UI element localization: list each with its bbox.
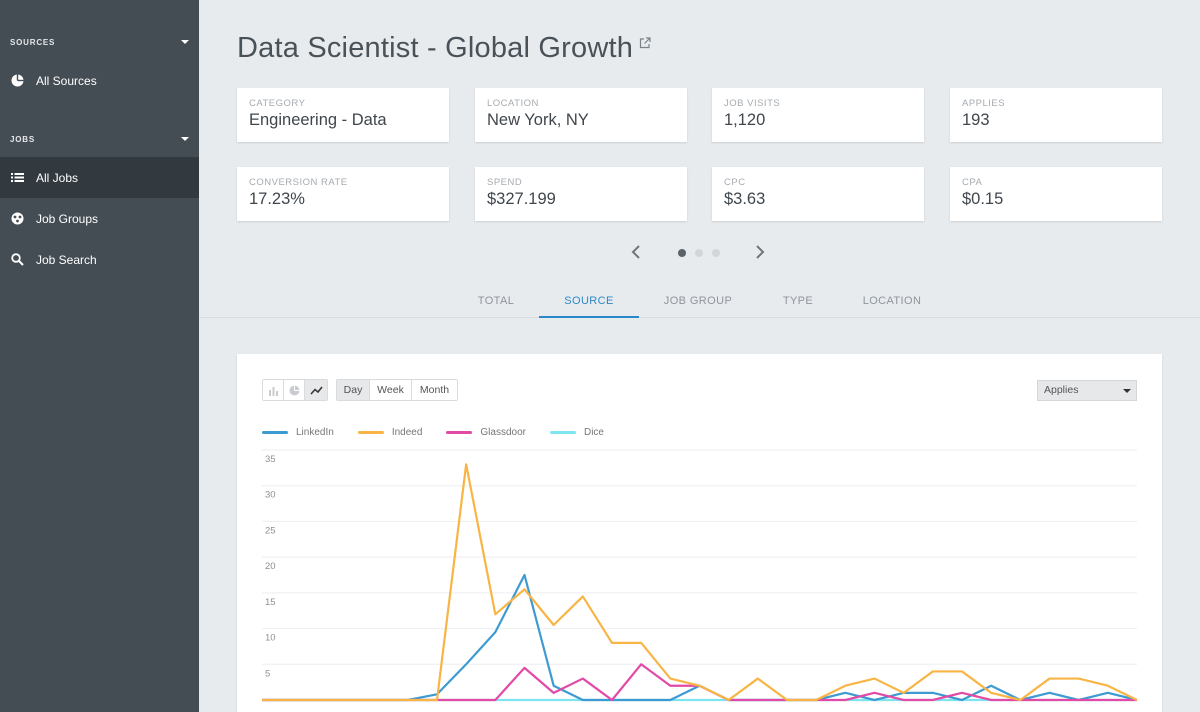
tab-source[interactable]: SOURCE [539,286,639,318]
stat-label: APPLIES [962,98,1006,109]
stat-label: JOB VISITS [724,98,781,109]
stat-value: 1,120 [724,111,766,129]
stat-label: CATEGORY [249,98,306,109]
stat-card-category: CATEGORY Engineering - Data [237,88,449,142]
stat-card-applies: APPLIES 193 [950,88,1162,142]
pager-dot[interactable] [695,249,703,257]
caret-down-icon [1123,389,1131,393]
period-day-button[interactable]: Day [337,380,370,400]
search-icon [10,253,24,267]
y-tick-label: 35 [265,454,276,465]
legend-swatch [549,431,576,434]
group-icon [10,212,24,226]
stat-card-job-visits: JOB VISITS 1,120 [712,88,924,142]
jobs-section-label: JOBS [10,134,35,144]
legend-item[interactable]: LinkedIn [262,427,334,438]
jobs-section-header[interactable]: JOBS [0,129,199,149]
pie-chart-icon [10,74,24,88]
pager-dot[interactable] [712,249,720,257]
stat-value: $327.199 [487,190,556,208]
sidebar: SOURCES All Sources JOBS All Jobs Job Gr… [0,0,199,712]
y-tick-label: 30 [265,490,276,501]
y-tick-label: 25 [265,525,276,536]
legend-item[interactable]: Dice [549,427,604,438]
sidebar-item-all-sources[interactable]: All Sources [0,60,199,101]
sidebar-item-label: All Sources [36,73,97,88]
sidebar-item-all-jobs[interactable]: All Jobs [0,157,199,198]
stat-card-spend: SPEND $327.199 [475,167,687,221]
stat-value: $0.15 [962,190,1004,208]
list-icon [10,171,24,185]
sidebar-item-label: All Jobs [36,170,79,185]
legend-swatch [357,431,384,434]
legend-label: Glassdoor [480,427,526,438]
sidebar-item-label: Job Search [36,252,97,267]
sources-section-header[interactable]: SOURCES [0,32,199,52]
pie-chart-icon[interactable] [284,380,305,400]
chart-legend: LinkedIn Indeed Glassdoor Dice [262,427,628,438]
sources-section-label: SOURCES [10,37,56,47]
stat-label: SPEND [487,177,523,188]
series-line-indeed[interactable] [262,463,1138,702]
period-month-button[interactable]: Month [412,380,457,400]
stat-value: New York, NY [487,111,589,129]
legend-label: Dice [583,427,604,438]
line-chart: 5 10 15 20 25 30 35 [262,449,1138,702]
tab-location[interactable]: LOCATION [862,295,922,307]
stat-label: LOCATION [487,98,539,109]
stat-label: CONVERSION RATE [249,177,348,188]
page-title: Data Scientist - Global Growth [237,32,634,64]
chart-card: Day Week Month Applies LinkedIn Indeed G… [237,354,1162,712]
bar-chart-icon[interactable] [263,380,284,400]
page-header: Data Scientist - Global Growth [237,32,651,65]
metric-select-value: Applies [1044,384,1079,396]
series-line-glassdoor[interactable] [262,663,1137,702]
y-tick-label: 15 [265,597,276,608]
stat-card-cpc: CPC $3.63 [712,167,924,221]
period-toggle: Day Week Month [336,379,458,401]
stat-value: Engineering - Data [249,111,387,129]
y-tick-label: 10 [265,633,276,644]
external-link-icon[interactable] [639,36,651,54]
chart-type-toggle [262,379,328,401]
sidebar-item-job-groups[interactable]: Job Groups [0,198,199,239]
stat-value: $3.63 [724,190,766,208]
stat-value: 17.23% [249,190,305,208]
tab-type[interactable]: TYPE [782,295,814,307]
series-line-linkedin[interactable] [262,573,1138,702]
card-pager [199,244,1200,262]
stat-card-cpa: CPA $0.15 [950,167,1162,221]
period-week-button[interactable]: Week [370,380,412,400]
tab-bar: TOTAL SOURCE JOB GROUP TYPE LOCATION [199,286,1200,318]
stat-value: 193 [962,111,990,129]
legend-item[interactable]: Glassdoor [446,427,526,438]
chevron-left-icon[interactable] [631,244,641,265]
stat-card-location: LOCATION New York, NY [475,88,687,142]
legend-label: LinkedIn [296,427,334,438]
stat-label: CPA [962,177,983,188]
legend-item[interactable]: Indeed [357,427,423,438]
y-tick-label: 5 [265,668,270,679]
legend-swatch [446,431,473,434]
metric-select[interactable]: Applies [1037,380,1137,401]
sidebar-item-job-search[interactable]: Job Search [0,239,199,280]
stat-card-conversion-rate: CONVERSION RATE 17.23% [237,167,449,221]
pager-dot-active[interactable] [678,249,686,257]
tab-total[interactable]: TOTAL [477,295,515,307]
line-chart-icon[interactable] [305,380,327,400]
legend-label: Indeed [391,427,423,438]
legend-swatch [262,431,288,434]
sidebar-item-label: Job Groups [36,211,99,226]
main-content: Data Scientist - Global Growth CATEGORY … [199,0,1200,712]
y-tick-label: 20 [265,561,276,572]
caret-down-icon[interactable] [181,40,189,44]
stat-label: CPC [724,177,746,188]
caret-down-icon[interactable] [181,137,189,141]
chevron-right-icon[interactable] [755,244,765,265]
tab-job-group[interactable]: JOB GROUP [663,295,733,307]
